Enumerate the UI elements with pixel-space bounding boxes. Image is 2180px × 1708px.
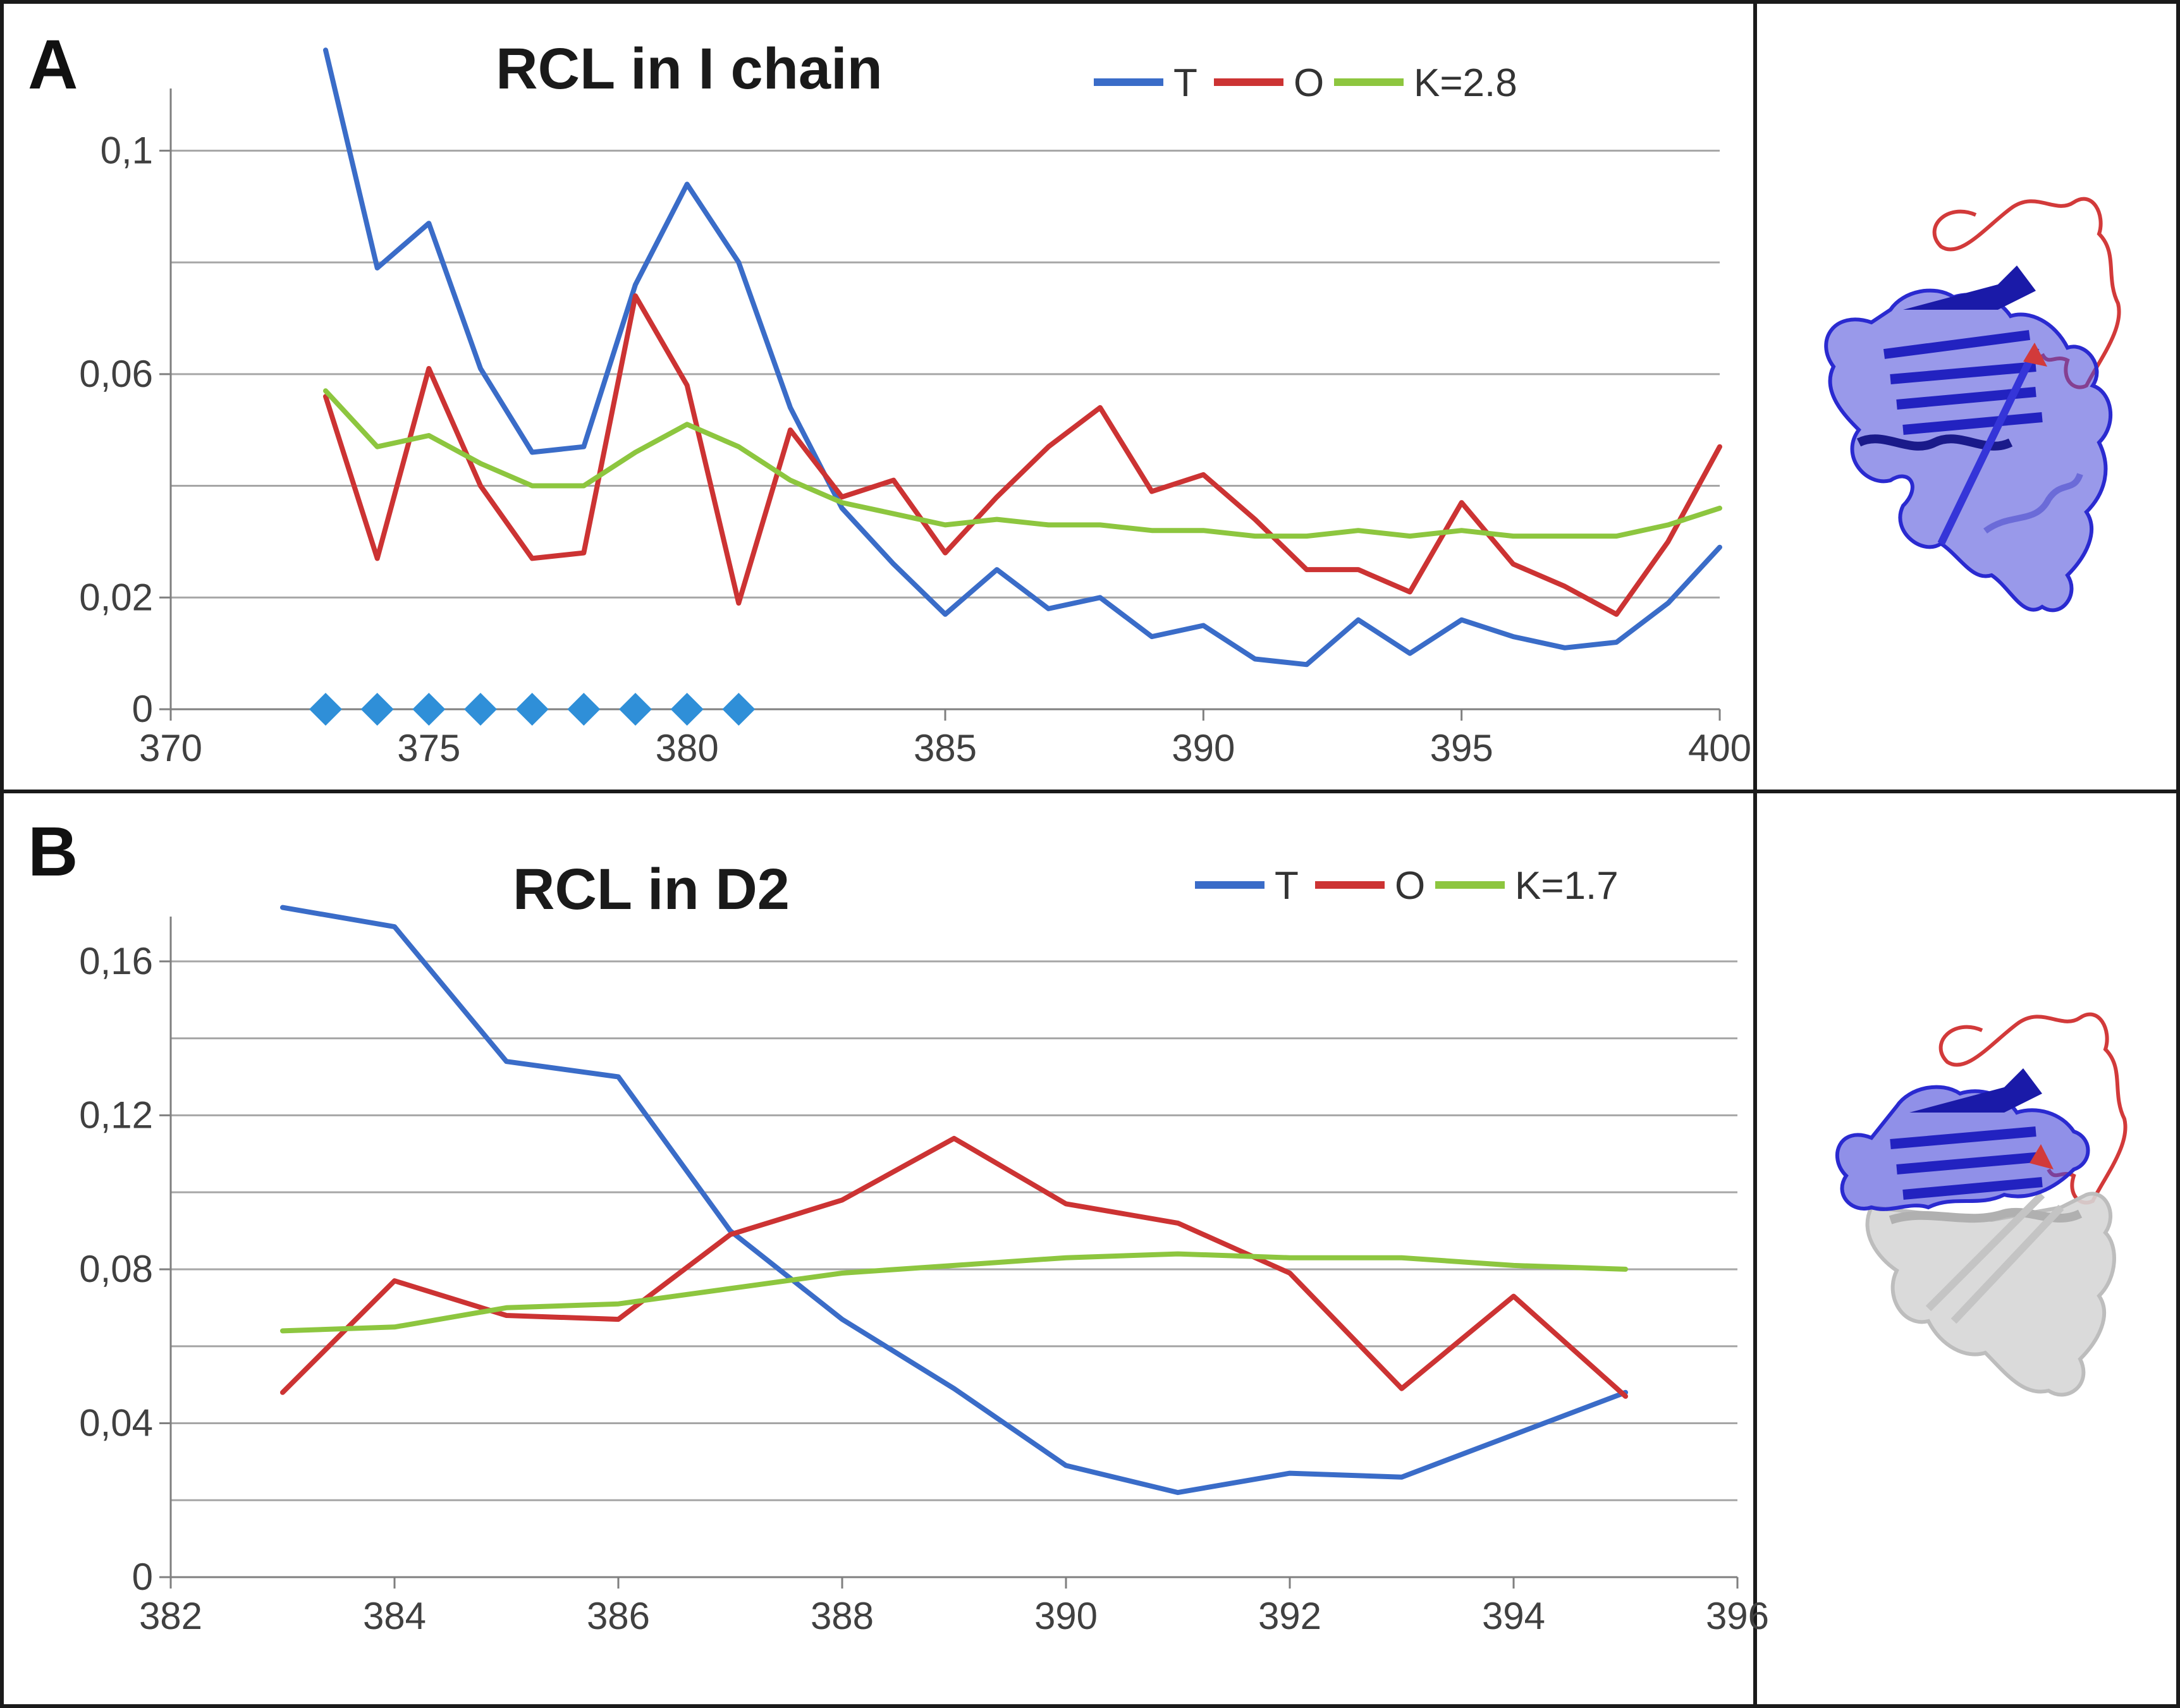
- x-tick-label: 385: [914, 727, 977, 769]
- x-tick-label: 384: [363, 1595, 426, 1637]
- y-tick-label: 0,02: [79, 576, 153, 618]
- legend-label: T: [1275, 864, 1299, 908]
- diamond-marker: [464, 693, 497, 726]
- x-tick-label: 394: [1482, 1595, 1545, 1637]
- legend: T O K=2.8: [1094, 61, 1517, 105]
- x-tick-label: 400: [1688, 727, 1751, 769]
- protein-structure-rcl-d2: [1835, 1012, 2128, 1397]
- diamond-marker: [619, 693, 652, 726]
- legend-label: T: [1173, 61, 1197, 105]
- legend-label: O: [1294, 61, 1324, 105]
- panel-letter-a: A: [28, 26, 78, 104]
- marker-group: [309, 693, 756, 726]
- y-tick-label: 0,06: [79, 353, 153, 395]
- y-tick-label: 0,08: [79, 1248, 153, 1290]
- series-line-k-1-7: [280, 1251, 1628, 1334]
- series-line-t: [323, 47, 1722, 668]
- series-group: [280, 905, 1628, 1496]
- protein-structure-rcl-i-chain: [1824, 197, 2121, 613]
- legend: T O K=1.7: [1195, 864, 1619, 908]
- legend-label: K=2.8: [1414, 61, 1517, 105]
- series-group: [323, 47, 1722, 668]
- diamond-marker: [567, 693, 601, 726]
- x-tick-label: 375: [397, 727, 460, 769]
- y-tick-label: 0,1: [101, 129, 153, 171]
- chart-title: RCL in D2: [513, 857, 790, 922]
- x-tick-label: 382: [139, 1595, 202, 1637]
- x-tick-label: 380: [656, 727, 719, 769]
- gridlines: [171, 960, 1737, 1501]
- x-tick-label: 388: [811, 1595, 874, 1637]
- diamond-marker: [722, 693, 756, 726]
- y-tick-label: 0: [132, 688, 153, 730]
- x-tick-label: 395: [1430, 727, 1493, 769]
- panel-letter-b: B: [28, 813, 78, 891]
- x-tick-label: 392: [1258, 1595, 1321, 1637]
- chart-title: RCL in I chain: [496, 37, 883, 101]
- diamond-marker: [515, 693, 549, 726]
- x-tick-label: 390: [1034, 1595, 1098, 1637]
- axes: 0 0,02 0,06 0,1 370 375 380 385 390 395 400: [79, 88, 1751, 769]
- series-line-t: [280, 905, 1628, 1496]
- diamond-marker: [412, 693, 446, 726]
- diamond-marker: [360, 693, 394, 726]
- panel-b: B RCL in D2 0 0,04 0,08 0,12 0,16 382 384 386 38…: [28, 813, 1769, 1637]
- x-tick-label: 390: [1172, 727, 1235, 769]
- y-tick-label: 0,12: [79, 1094, 153, 1136]
- series-line-o: [280, 1135, 1628, 1399]
- series-line-o: [323, 293, 1722, 617]
- diamond-marker: [309, 693, 342, 726]
- y-tick-label: 0: [132, 1556, 153, 1598]
- x-tick-label: 396: [1706, 1595, 1769, 1637]
- legend-label: K=1.7: [1515, 864, 1619, 908]
- series-line-k-2-8: [323, 388, 1722, 539]
- panel-a: A RCL in I chain 0 0,02 0,06 0,1 370 375 380 38…: [28, 26, 1751, 769]
- diamond-marker: [670, 693, 704, 726]
- legend-label: O: [1395, 864, 1425, 908]
- x-tick-label: 386: [587, 1595, 650, 1637]
- y-tick-label: 0,16: [79, 940, 153, 982]
- y-tick-label: 0,04: [79, 1401, 153, 1444]
- x-tick-label: 370: [139, 727, 202, 769]
- axes: 0 0,04 0,08 0,12 0,16 382 384 386 388 390 392 394 39…: [79, 917, 1769, 1637]
